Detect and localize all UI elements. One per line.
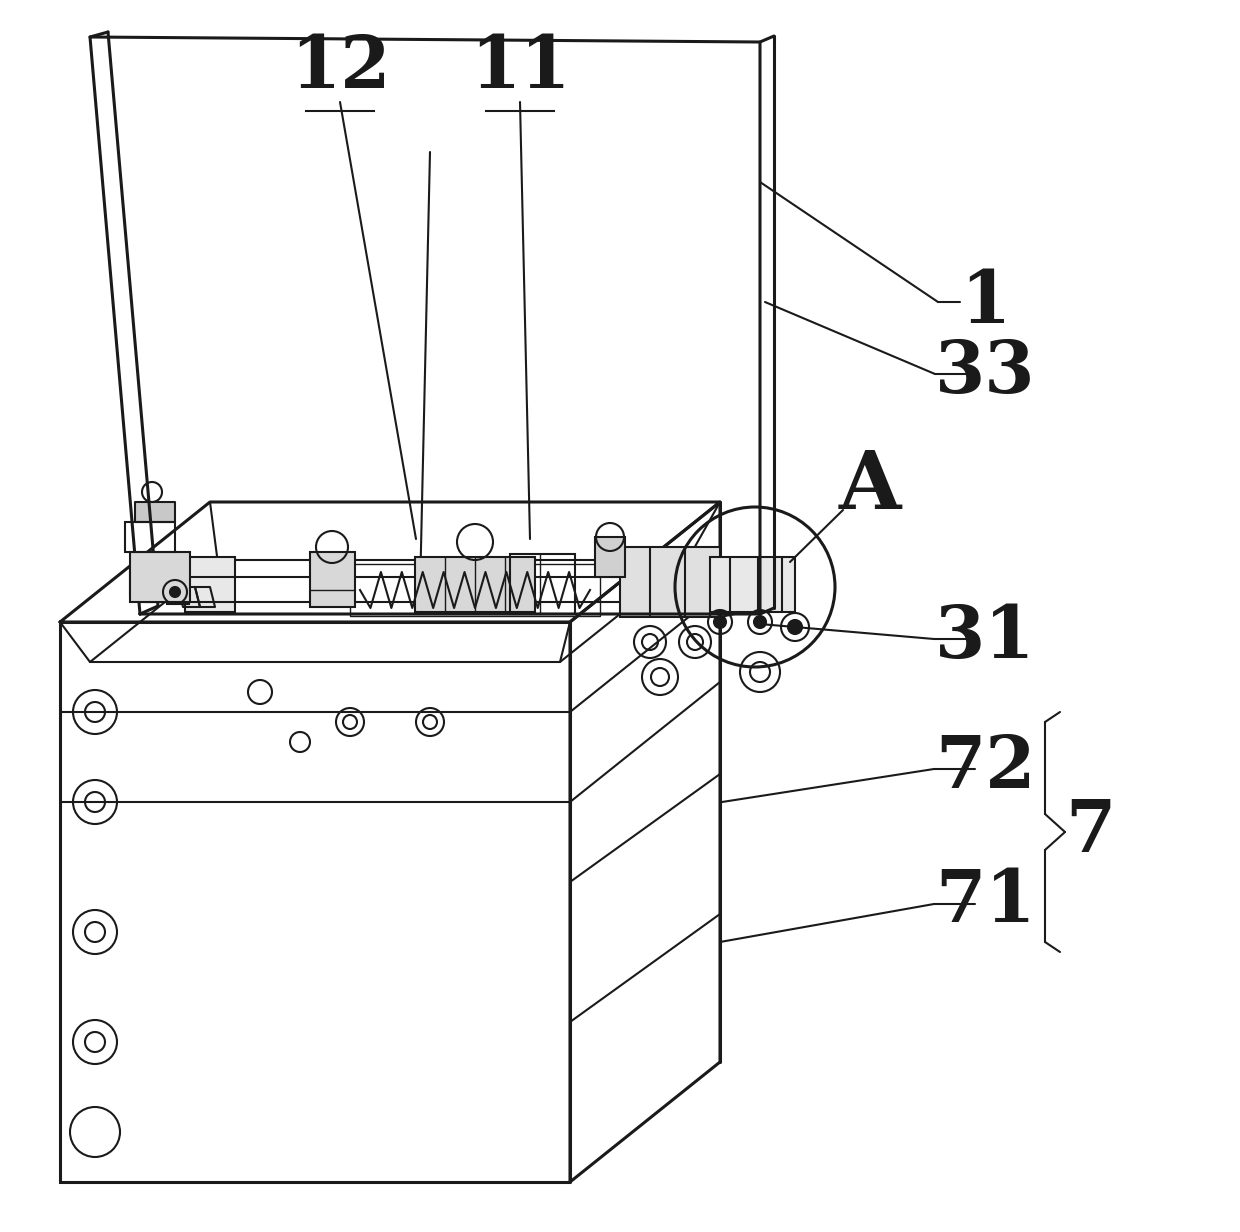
Circle shape <box>787 620 802 634</box>
Bar <box>510 554 575 614</box>
Bar <box>350 564 600 616</box>
Circle shape <box>170 586 180 598</box>
Bar <box>167 562 188 604</box>
Polygon shape <box>195 586 215 607</box>
Bar <box>130 552 190 602</box>
Text: 7: 7 <box>1065 797 1115 867</box>
Text: 11: 11 <box>470 32 570 102</box>
Text: 72: 72 <box>935 732 1035 802</box>
Polygon shape <box>179 586 200 607</box>
Polygon shape <box>135 501 175 522</box>
Text: 33: 33 <box>935 336 1035 408</box>
Text: A: A <box>838 448 901 526</box>
Bar <box>130 565 155 596</box>
Text: 1: 1 <box>960 266 1011 338</box>
Circle shape <box>754 616 766 628</box>
Bar <box>415 557 534 612</box>
Bar <box>620 547 720 617</box>
Circle shape <box>714 616 725 628</box>
Bar <box>140 562 180 602</box>
Bar <box>185 557 236 612</box>
Bar <box>711 557 795 612</box>
Polygon shape <box>718 593 745 617</box>
Text: 71: 71 <box>935 866 1035 938</box>
Text: 31: 31 <box>935 601 1035 673</box>
Text: 12: 12 <box>290 32 391 102</box>
Bar <box>595 537 625 577</box>
Bar <box>125 522 175 552</box>
Bar <box>310 552 355 607</box>
